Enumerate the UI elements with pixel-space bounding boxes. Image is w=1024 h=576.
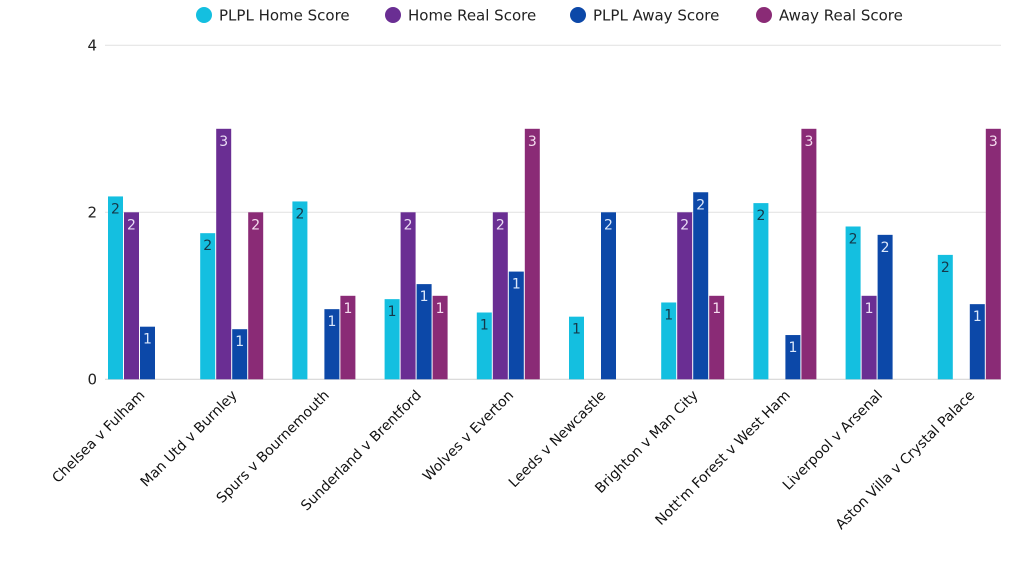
bar-home-real-score-liverpool-v-arsenal xyxy=(861,295,877,380)
data-label-home-real-score-liverpool-v-arsenal: 1 xyxy=(865,301,874,317)
data-label-plpl-home-score-nott-m-forest-v-west-ham: 2 xyxy=(756,208,765,224)
x-tick-label-brighton-v-man-city: Brighton v Man City xyxy=(592,388,701,497)
bar-plpl-away-score-wolves-v-everton xyxy=(508,271,524,380)
data-label-plpl-home-score-chelsea-v-fulham: 2 xyxy=(111,201,120,217)
data-label-plpl-home-score-liverpool-v-arsenal: 2 xyxy=(849,231,858,247)
bar-plpl-home-score-liverpool-v-arsenal xyxy=(845,226,861,380)
data-label-home-real-score-man-utd-v-burnley: 3 xyxy=(219,134,228,150)
data-label-home-real-score-sunderland-v-brentford: 2 xyxy=(404,217,413,233)
data-label-plpl-home-score-brighton-v-man-city: 1 xyxy=(664,307,673,323)
data-label-plpl-away-score-spurs-v-bournemouth: 1 xyxy=(327,314,336,330)
bar-away-real-score-spurs-v-bournemouth xyxy=(340,295,356,380)
bar-away-real-score-wolves-v-everton xyxy=(524,128,540,380)
data-label-plpl-home-score-man-utd-v-burnley: 2 xyxy=(203,238,212,254)
bar-plpl-away-score-chelsea-v-fulham xyxy=(140,326,155,380)
bar-away-real-score-sunderland-v-brentford xyxy=(432,295,448,380)
data-label-plpl-away-score-aston-villa-v-crystal-palace: 1 xyxy=(973,309,982,325)
legend-label-away-real-score: Away Real Score xyxy=(779,7,903,25)
data-label-away-real-score-nott-m-forest-v-west-ham: 3 xyxy=(804,134,813,150)
bar-plpl-away-score-aston-villa-v-crystal-palace xyxy=(969,304,985,380)
y-tick-label-4: 4 xyxy=(87,36,97,54)
data-label-plpl-away-score-leeds-v-newcastle: 2 xyxy=(604,217,613,233)
x-tick-label-leeds-v-newcastle: Leeds v Newcastle xyxy=(506,388,609,491)
bar-plpl-away-score-nott-m-forest-v-west-ham xyxy=(785,335,801,380)
data-label-plpl-away-score-chelsea-v-fulham: 1 xyxy=(143,332,152,348)
data-label-plpl-away-score-wolves-v-everton: 1 xyxy=(512,277,521,293)
y-tick-label-0: 0 xyxy=(87,370,97,388)
legend-label-home-real-score: Home Real Score xyxy=(408,7,536,25)
bar-plpl-home-score-spurs-v-bournemouth xyxy=(292,201,308,380)
legend-swatch-home-real-score xyxy=(385,7,401,23)
bar-plpl-home-score-brighton-v-man-city xyxy=(661,302,677,380)
bar-home-real-score-chelsea-v-fulham xyxy=(124,212,139,380)
bar-plpl-home-score-nott-m-forest-v-west-ham xyxy=(753,203,769,380)
data-label-home-real-score-chelsea-v-fulham: 2 xyxy=(127,217,136,233)
data-label-away-real-score-spurs-v-bournemouth: 1 xyxy=(343,301,352,317)
x-tick-label-wolves-v-everton: Wolves v Everton xyxy=(420,388,517,485)
data-label-plpl-home-score-spurs-v-bournemouth: 2 xyxy=(295,206,304,222)
bar-away-real-score-aston-villa-v-crystal-palace xyxy=(985,128,1001,380)
data-label-away-real-score-sunderland-v-brentford: 1 xyxy=(436,301,445,317)
bar-away-real-score-nott-m-forest-v-west-ham xyxy=(801,128,817,380)
data-label-plpl-home-score-leeds-v-newcastle: 1 xyxy=(572,322,581,338)
data-label-away-real-score-aston-villa-v-crystal-palace: 3 xyxy=(989,134,998,150)
bar-plpl-home-score-chelsea-v-fulham xyxy=(108,196,123,380)
bar-home-real-score-man-utd-v-burnley xyxy=(216,128,232,380)
data-label-plpl-away-score-nott-m-forest-v-west-ham: 1 xyxy=(788,340,797,356)
data-label-plpl-away-score-brighton-v-man-city: 2 xyxy=(696,197,705,213)
bar-away-real-score-man-utd-v-burnley xyxy=(248,212,264,380)
x-tick-label-liverpool-v-arsenal: Liverpool v Arsenal xyxy=(780,388,886,494)
data-label-plpl-away-score-sunderland-v-brentford: 1 xyxy=(420,289,429,305)
bar-plpl-away-score-liverpool-v-arsenal xyxy=(877,234,893,380)
bar-plpl-home-score-sunderland-v-brentford xyxy=(384,299,400,380)
bar-plpl-away-score-brighton-v-man-city xyxy=(693,192,709,380)
x-tick-label-chelsea-v-fulham: Chelsea v Fulham xyxy=(49,388,148,487)
bar-plpl-away-score-spurs-v-bournemouth xyxy=(324,309,340,380)
data-label-away-real-score-man-utd-v-burnley: 2 xyxy=(251,217,260,233)
data-label-plpl-away-score-man-utd-v-burnley: 1 xyxy=(235,334,244,350)
bar-plpl-away-score-sunderland-v-brentford xyxy=(416,284,432,380)
bar-plpl-away-score-leeds-v-newcastle xyxy=(601,212,616,380)
x-tick-label-man-utd-v-burnley: Man Utd v Burnley xyxy=(138,388,241,491)
y-axis: 0 2 4 xyxy=(87,36,97,388)
legend-swatch-plpl-away-score xyxy=(570,7,586,23)
legend-swatch-plpl-home-score xyxy=(196,7,212,23)
data-label-plpl-home-score-sunderland-v-brentford: 1 xyxy=(388,304,397,320)
bar-home-real-score-wolves-v-everton xyxy=(492,212,508,380)
bar-plpl-home-score-wolves-v-everton xyxy=(476,312,492,380)
data-label-plpl-home-score-aston-villa-v-crystal-palace: 2 xyxy=(941,260,950,276)
data-label-plpl-away-score-liverpool-v-arsenal: 2 xyxy=(881,240,890,256)
legend-swatch-away-real-score xyxy=(756,7,772,23)
data-label-home-real-score-wolves-v-everton: 2 xyxy=(496,217,505,233)
bar-plpl-away-score-man-utd-v-burnley xyxy=(232,329,248,380)
bar-plpl-home-score-leeds-v-newcastle xyxy=(569,316,584,380)
data-label-plpl-home-score-wolves-v-everton: 1 xyxy=(480,318,489,334)
bar-plpl-home-score-man-utd-v-burnley xyxy=(200,233,216,380)
legend-label-plpl-home-score: PLPL Home Score xyxy=(219,7,350,25)
data-label-away-real-score-brighton-v-man-city: 1 xyxy=(712,301,721,317)
bar-away-real-score-brighton-v-man-city xyxy=(709,295,725,380)
bar-home-real-score-sunderland-v-brentford xyxy=(400,212,416,380)
data-label-away-real-score-wolves-v-everton: 3 xyxy=(528,134,537,150)
legend: PLPL Home Score Home Real Score PLPL Away … xyxy=(196,7,903,25)
bars xyxy=(108,128,1001,380)
data-label-home-real-score-brighton-v-man-city: 2 xyxy=(680,217,689,233)
legend-label-plpl-away-score: PLPL Away Score xyxy=(593,7,719,25)
bar-plpl-home-score-aston-villa-v-crystal-palace xyxy=(937,254,953,380)
y-tick-label-2: 2 xyxy=(87,203,97,221)
bar-home-real-score-brighton-v-man-city xyxy=(677,212,693,380)
